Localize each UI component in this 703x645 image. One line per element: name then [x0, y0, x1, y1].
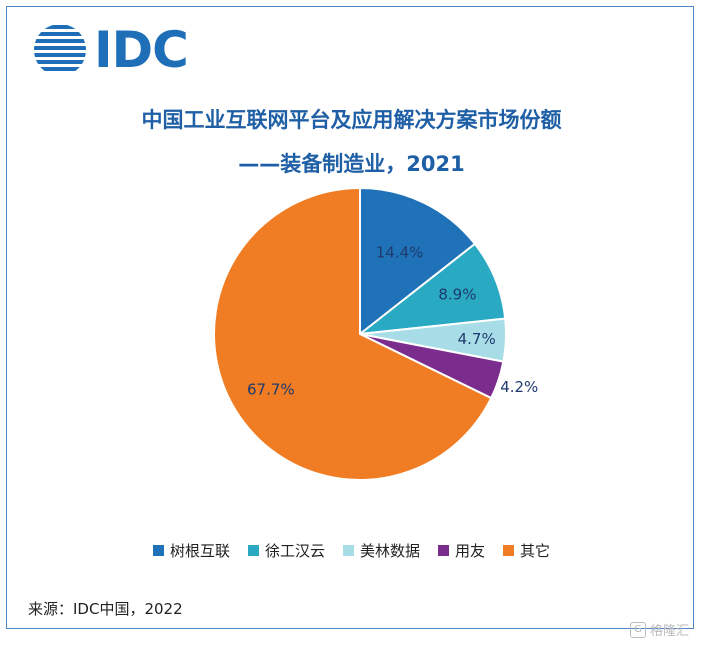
legend-label: 徐工汉云 — [264, 542, 325, 560]
slice-label-0: 14.4% — [376, 244, 424, 262]
legend-label: 其它 — [520, 542, 551, 560]
legend-item-0: 树根互联 — [152, 540, 230, 561]
slice-label-3: 4.2% — [500, 378, 538, 396]
watermark-text: 格隆汇 — [649, 624, 689, 639]
legend-swatch — [342, 545, 354, 556]
chart-title: 中国工业互联网平台及应用解决方案市场份额 — [141, 108, 562, 132]
slice-label-2: 4.7% — [458, 330, 496, 348]
legend-swatch — [247, 545, 259, 556]
legend-item-2: 美林数据 — [342, 540, 420, 561]
chart-subtitle: ——装备制造业，2021 — [238, 152, 465, 176]
slice-label-1: 8.9% — [438, 285, 476, 303]
globe-icon — [34, 25, 86, 71]
legend-swatch — [152, 545, 164, 556]
pie-slice-1 — [356, 242, 507, 336]
legend-label: 树根互联 — [169, 542, 230, 560]
legend-item-3: 用友 — [438, 540, 485, 561]
legend-item-4: 其它 — [503, 540, 550, 561]
legend-swatch — [503, 545, 515, 556]
watermark: G 格隆汇 — [629, 620, 689, 639]
pie-slice-4 — [213, 186, 493, 481]
watermark-icon: G — [629, 621, 646, 638]
legend-swatch — [438, 545, 449, 556]
legend-item-1: 徐工汉云 — [247, 540, 325, 561]
legend-label: 美林数据 — [359, 542, 420, 560]
legend: 树根互联 徐工汉云 美林数据 用友 其它 — [0, 540, 703, 561]
idc-logo: IDC — [32, 21, 189, 79]
source-note: 来源：IDC中国，2022 — [28, 600, 183, 618]
pie-slice-0 — [359, 186, 477, 337]
legend-label: 用友 — [455, 542, 486, 560]
slice-label-4: 67.7% — [247, 381, 295, 399]
logo-text: IDC — [94, 21, 189, 79]
